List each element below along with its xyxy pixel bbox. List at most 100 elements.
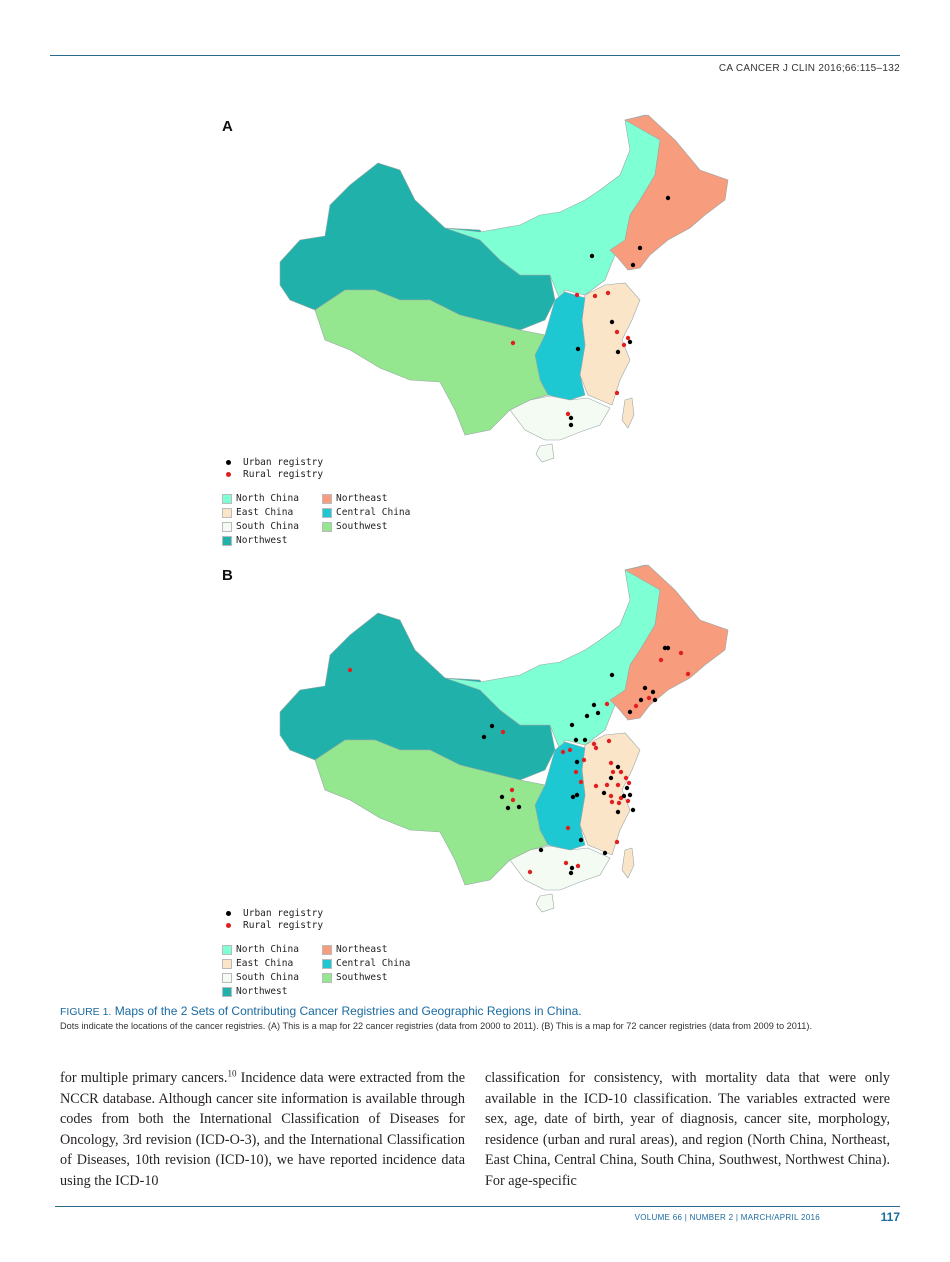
rural-registry-dot bbox=[608, 793, 614, 799]
urban-registry-dot bbox=[665, 645, 671, 651]
urban-registry-dot bbox=[569, 722, 575, 728]
urban-registry-dot bbox=[505, 805, 511, 811]
rural-registry-dot bbox=[510, 340, 516, 346]
urban-registry-dot bbox=[609, 319, 615, 325]
rural-registry-dot bbox=[626, 780, 632, 786]
rural-registry-dot bbox=[573, 769, 579, 775]
legend-northeast: Northeast bbox=[322, 944, 387, 955]
east-china-region bbox=[579, 282, 641, 406]
rural-registry-dot bbox=[678, 650, 684, 656]
caption-label: FIGURE 1. bbox=[60, 1006, 112, 1018]
swatch-icon bbox=[222, 493, 232, 504]
urban-registry-dot bbox=[568, 422, 574, 428]
rural-registry-dot bbox=[500, 729, 506, 735]
rural-registry-dot bbox=[347, 667, 353, 673]
urban-registry-dot bbox=[615, 809, 621, 815]
urban-registry-dot bbox=[538, 847, 544, 853]
legend-central-china: Central China bbox=[322, 958, 410, 969]
urban-registry-dot bbox=[602, 850, 608, 856]
rural-registry-dot bbox=[621, 342, 627, 348]
urban-registry-dot bbox=[601, 790, 607, 796]
rural-dot-icon bbox=[226, 923, 231, 928]
urban-registry-dot bbox=[591, 702, 597, 708]
rural-registry-dot bbox=[615, 782, 621, 788]
body-text: Incidence data were extracted from the N… bbox=[60, 1070, 465, 1189]
rural-registry-dot bbox=[618, 769, 624, 775]
urban-registry-dot bbox=[665, 195, 671, 201]
swatch-icon bbox=[222, 535, 232, 546]
rural-registry-dot bbox=[614, 839, 620, 845]
issue-info: VOLUME 66 | NUMBER 2 | MARCH/APRIL 2016 bbox=[634, 1213, 820, 1222]
rural-registry-dot bbox=[604, 782, 610, 788]
southwest-region bbox=[314, 289, 549, 436]
legend-label: Northwest bbox=[236, 986, 288, 997]
legend-label: Central China bbox=[336, 507, 411, 518]
rural-registry-dot bbox=[592, 293, 598, 299]
legend-northwest: Northwest bbox=[222, 986, 287, 997]
swatch-icon bbox=[322, 958, 332, 969]
legend-south-china: South China bbox=[222, 521, 299, 532]
legend-urban: Urban registry bbox=[226, 457, 323, 468]
caption-description: Dots indicate the locations of the cance… bbox=[60, 1021, 813, 1031]
urban-registry-dot bbox=[615, 764, 621, 770]
rural-registry-dot bbox=[560, 749, 566, 755]
urban-registry-dot bbox=[652, 697, 658, 703]
reference-superscript[interactable]: 10 bbox=[227, 1068, 237, 1079]
legend-northwest: Northwest bbox=[222, 535, 287, 546]
rural-registry-dot bbox=[565, 825, 571, 831]
rural-registry-dot bbox=[574, 292, 580, 298]
urban-registry-dot bbox=[570, 794, 576, 800]
swatch-icon bbox=[222, 944, 232, 955]
rural-dot-icon bbox=[226, 472, 231, 477]
legend-rural-label: Rural registry bbox=[243, 920, 324, 931]
hainan-island bbox=[535, 443, 555, 463]
urban-registry-dot bbox=[489, 723, 495, 729]
urban-registry-dot bbox=[627, 339, 633, 345]
panel-label-a: A bbox=[222, 118, 233, 135]
swatch-icon bbox=[222, 958, 232, 969]
legend-label: North China bbox=[236, 944, 299, 955]
map-panel-b bbox=[279, 564, 729, 913]
swatch-icon bbox=[322, 521, 332, 532]
rural-registry-dot bbox=[563, 860, 569, 866]
legend-rural: Rural registry bbox=[226, 469, 323, 480]
page-number: 117 bbox=[880, 1210, 900, 1224]
urban-registry-dot bbox=[621, 793, 627, 799]
legend-label: Northeast bbox=[336, 493, 388, 504]
rural-registry-dot bbox=[633, 703, 639, 709]
urban-dot-icon bbox=[226, 460, 231, 465]
rural-registry-dot bbox=[685, 671, 691, 677]
rural-registry-dot bbox=[610, 769, 616, 775]
urban-registry-dot bbox=[582, 737, 588, 743]
urban-registry-dot bbox=[637, 245, 643, 251]
rural-registry-dot bbox=[606, 738, 612, 744]
urban-registry-dot bbox=[627, 709, 633, 715]
swatch-icon bbox=[322, 944, 332, 955]
south-china-region bbox=[509, 395, 611, 441]
urban-registry-dot bbox=[624, 785, 630, 791]
legend-north-china: North China bbox=[222, 493, 299, 504]
legend-label: North China bbox=[236, 493, 299, 504]
rural-registry-dot bbox=[614, 390, 620, 396]
legend-central-china: Central China bbox=[322, 507, 410, 518]
rural-registry-dot bbox=[623, 775, 629, 781]
urban-registry-dot bbox=[584, 713, 590, 719]
south-china-region bbox=[509, 845, 611, 891]
rural-registry-dot bbox=[581, 757, 587, 763]
legend-east-china: East China bbox=[222, 958, 293, 969]
rural-registry-dot bbox=[646, 695, 652, 701]
caption-title: FIGURE 1. Maps of the 2 Sets of Contribu… bbox=[60, 1004, 890, 1018]
urban-registry-dot bbox=[608, 775, 614, 781]
legend-label: Central China bbox=[336, 958, 411, 969]
legend-label: Southwest bbox=[336, 972, 388, 983]
legend-urban: Urban registry bbox=[226, 908, 323, 919]
body-column-right: classification for consistency, with mor… bbox=[485, 1070, 890, 1189]
rural-registry-dot bbox=[658, 657, 664, 663]
legend-label: South China bbox=[236, 972, 299, 983]
urban-registry-dot bbox=[481, 734, 487, 740]
urban-registry-dot bbox=[630, 262, 636, 268]
legend-southwest: Southwest bbox=[322, 521, 387, 532]
body-column-left: for multiple primary cancers.10 Incidenc… bbox=[60, 1068, 465, 1191]
legend-south-china: South China bbox=[222, 972, 299, 983]
swatch-icon bbox=[222, 972, 232, 983]
